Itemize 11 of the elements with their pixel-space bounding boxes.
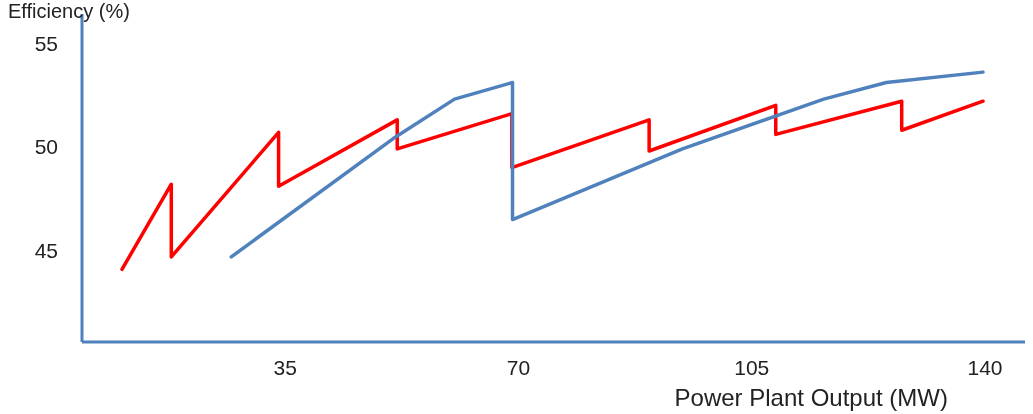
x-tick-label: 70 bbox=[506, 356, 531, 379]
x-tick-label: 105 bbox=[734, 356, 770, 379]
y-tick-label: 45 bbox=[34, 239, 58, 263]
y-tick-label: 55 bbox=[34, 31, 58, 55]
line-series bbox=[229, 70, 985, 259]
x-axis-title: Power Plant Output (MW) bbox=[674, 384, 948, 411]
line-series bbox=[120, 99, 985, 272]
y-axis-title: Efficiency (%) bbox=[8, 0, 130, 22]
x-tick-label: 35 bbox=[273, 356, 297, 379]
y-tick-label: 50 bbox=[34, 135, 58, 159]
x-tick-label: 140 bbox=[967, 356, 1003, 379]
